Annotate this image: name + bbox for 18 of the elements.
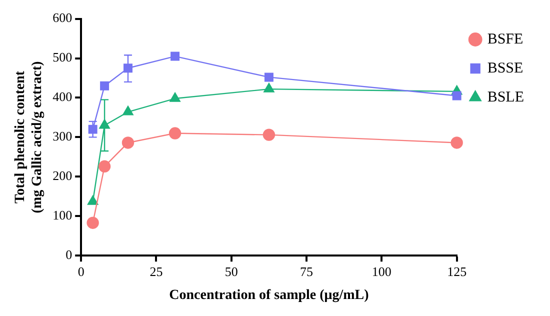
y-tick-label: 0 xyxy=(66,247,72,262)
y-tick-label: 100 xyxy=(52,208,72,223)
legend-label: BSSE xyxy=(487,60,524,76)
y-tick-label: 200 xyxy=(52,168,72,184)
y-axis-title: Total phenolic content (mg Gallic acid/g extract) xyxy=(13,60,45,214)
x-tick-label: 75 xyxy=(300,264,314,279)
x-tick-label: 125 xyxy=(447,264,467,279)
x-axis-title: Concentration of sample (μg/mL) xyxy=(169,288,370,304)
x-tick-label: 0 xyxy=(78,264,84,279)
y-tick-label: 500 xyxy=(52,50,72,65)
x-tick-label: 50 xyxy=(224,264,238,279)
legend-label: BSFE xyxy=(487,31,524,48)
x-tick-label: 25 xyxy=(150,264,163,279)
legend-label: BSLE xyxy=(487,89,524,106)
y-tick-label: 400 xyxy=(52,89,72,104)
x-tick-label: 100 xyxy=(372,264,392,279)
y-tick-label: 300 xyxy=(52,128,72,144)
y-tick-label: 600 xyxy=(52,10,72,26)
